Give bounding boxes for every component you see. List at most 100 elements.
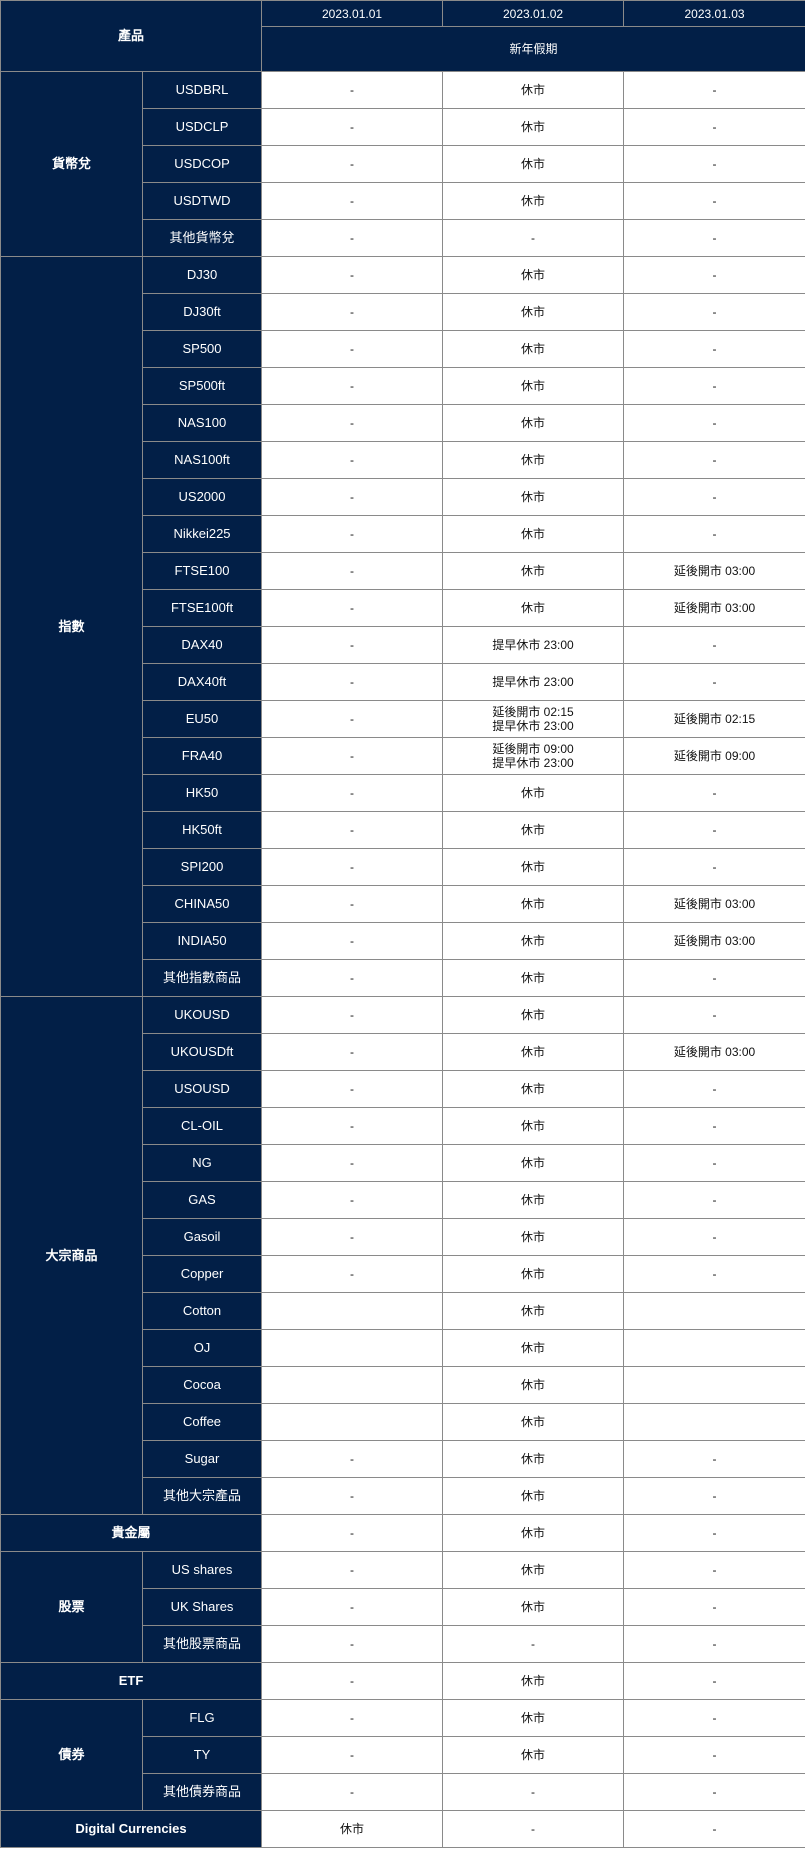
schedule-cell: - (261, 811, 444, 849)
schedule-cell: - (623, 219, 805, 257)
schedule-cell: 休市 (442, 589, 625, 627)
schedule-cell: 休市 (442, 478, 625, 516)
table-row: Gasoil - 休市 - (1, 1218, 805, 1256)
holiday-name-header: 新年假期 (261, 26, 805, 72)
product-name-cell: HK50ft (141, 811, 263, 849)
table-row: CL-OIL - 休市 - (1, 1107, 805, 1145)
schedule-cell: - (261, 71, 444, 109)
schedule-cell: 休市 (442, 182, 625, 220)
schedule-cell: - (623, 145, 805, 183)
table-row: 其他股票商品 - - - (1, 1625, 805, 1663)
schedule-cell: 休市 (442, 1440, 625, 1478)
schedule-cell: 休市 (442, 1255, 625, 1293)
schedule-cell: - (623, 1588, 805, 1626)
table-row: UK Shares - 休市 - (1, 1588, 805, 1626)
schedule-cell: - (261, 626, 444, 664)
schedule-cell (623, 1403, 805, 1441)
product-name-cell: NAS100 (141, 404, 263, 442)
product-name-cell: Cotton (141, 1292, 263, 1330)
product-name-cell: GAS (141, 1181, 263, 1219)
product-name-cell: FTSE100 (141, 552, 263, 590)
schedule-line: 提早休市 23:00 (492, 756, 574, 770)
schedule-cell: - (261, 293, 444, 331)
product-name-cell: Gasoil (141, 1218, 263, 1256)
product-name-cell: Sugar (141, 1440, 263, 1478)
product-name-cell: FTSE100ft (141, 589, 263, 627)
schedule-cell: - (261, 1070, 444, 1108)
schedule-cell: 休市 (442, 1292, 625, 1330)
schedule-cell: 休市 (442, 811, 625, 849)
schedule-cell: - (623, 1625, 805, 1663)
schedule-cell: 休市 (442, 441, 625, 479)
schedule-cell: - (261, 515, 444, 553)
schedule-cell: 休市 (442, 922, 625, 960)
schedule-cell (261, 1403, 444, 1441)
schedule-cell: 延後開市 02:15 提早休市 23:00 (442, 700, 625, 738)
schedule-cell: - (623, 1477, 805, 1515)
product-name-cell: FLG (141, 1699, 263, 1737)
schedule-cell: 延後開市 03:00 (623, 589, 805, 627)
product-name-cell: 其他股票商品 (141, 1625, 263, 1663)
schedule-cell: - (261, 1699, 444, 1737)
schedule-cell: 休市 (442, 1107, 625, 1145)
schedule-cell: - (261, 367, 444, 405)
schedule-cell: - (261, 1144, 444, 1182)
product-name-cell: DJ30 (141, 256, 263, 294)
schedule-cell: 休市 (442, 885, 625, 923)
schedule-cell: 休市 (442, 1181, 625, 1219)
product-name-cell: UKOUSDft (141, 1033, 263, 1071)
table-row: SP500- 休市 - (1, 330, 805, 368)
table-row: DJ30ft - 休市 - (1, 293, 805, 331)
table-row: FTSE100- 休市 延後開市 03:00 (1, 552, 805, 590)
schedule-cell: - (623, 478, 805, 516)
schedule-cell: - (623, 1144, 805, 1182)
schedule-cell: - (261, 1218, 444, 1256)
table-row: DAX40- 提早休市 23:00- (1, 626, 805, 664)
schedule-cell: - (623, 848, 805, 886)
schedule-cell: 延後開市 02:15 (623, 700, 805, 738)
product-name-cell: Copper (141, 1255, 263, 1293)
schedule-cell: - (261, 959, 444, 997)
schedule-cell: - (261, 1440, 444, 1478)
schedule-cell: - (623, 1107, 805, 1145)
schedule-cell: 休市 (442, 1588, 625, 1626)
schedule-cell: - (442, 1810, 625, 1848)
table-row: USDCLP - 休市 - (1, 108, 805, 146)
schedule-cell: 休市 (442, 1736, 625, 1774)
schedule-line: 延後開市 02:15 (492, 705, 574, 719)
schedule-cell: 休市 (442, 293, 625, 331)
product-name-cell: CHINA50 (141, 885, 263, 923)
schedule-cell: - (623, 1255, 805, 1293)
table-row: FRA40- 延後開市 09:00 提早休市 23:00 延後開市 09:00 (1, 737, 805, 775)
schedule-cell: - (261, 1551, 444, 1589)
table-row: 指數 DJ30- 休市 - (0, 256, 805, 997)
schedule-cell: - (623, 1551, 805, 1589)
product-name-cell: 其他指數商品 (141, 959, 263, 997)
schedule-cell: - (623, 1699, 805, 1737)
schedule-cell: - (261, 1588, 444, 1626)
table-row: Cotton 休市 (1, 1292, 805, 1330)
schedule-cell: - (261, 848, 444, 886)
table-row: USDTWD - 休市 - (1, 182, 805, 220)
schedule-cell: - (261, 996, 444, 1034)
schedule-cell: - (261, 256, 444, 294)
schedule-cell: 休市 (442, 1699, 625, 1737)
schedule-cell: 休市 (442, 1033, 625, 1071)
schedule-cell: - (623, 1662, 805, 1700)
table-row: 其他大宗產品 - 休市 - (1, 1477, 805, 1515)
category-cell: 貴金屬 (0, 1514, 263, 1552)
schedule-cell: 休市 (442, 1366, 625, 1404)
schedule-cell: - (261, 589, 444, 627)
schedule-cell: - (623, 774, 805, 812)
table-row: 債券 FLG - 休市 - (0, 1699, 805, 1811)
schedule-line: 提早休市 23:00 (492, 719, 574, 733)
product-name-cell: NAS100ft (141, 441, 263, 479)
table-row: SPI200- 休市 - (1, 848, 805, 886)
table-row: 其他貨幣兌 - - - (1, 219, 805, 257)
schedule-cell: - (623, 367, 805, 405)
schedule-cell: 休市 (442, 552, 625, 590)
schedule-cell: 休市 (442, 1144, 625, 1182)
schedule-cell: - (623, 108, 805, 146)
schedule-cell: - (623, 996, 805, 1034)
category-cell: Digital Currencies (0, 1810, 263, 1848)
